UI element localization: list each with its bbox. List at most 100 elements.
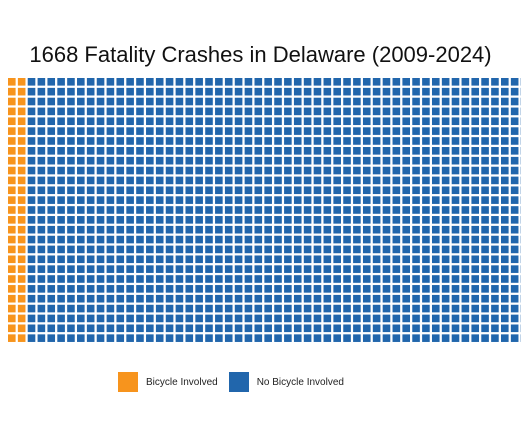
- no-bicycle-involved-square: [136, 334, 144, 342]
- no-bicycle-involved-square: [510, 285, 519, 293]
- no-bicycle-involved-square: [126, 166, 134, 175]
- no-bicycle-involved-square: [402, 294, 410, 303]
- no-bicycle-involved-square: [254, 225, 263, 234]
- no-bicycle-involved-square: [185, 304, 194, 313]
- no-bicycle-involved-square: [175, 147, 184, 155]
- no-bicycle-involved-square: [77, 107, 85, 116]
- no-bicycle-involved-square: [343, 324, 351, 333]
- no-bicycle-involved-square: [461, 245, 470, 254]
- no-bicycle-involved-square: [136, 78, 144, 86]
- no-bicycle-involved-square: [501, 265, 509, 273]
- legend-swatch-bicycle: [118, 372, 138, 392]
- no-bicycle-involved-square: [382, 285, 391, 293]
- no-bicycle-involved-square: [491, 107, 499, 116]
- no-bicycle-involved-square: [333, 304, 341, 313]
- no-bicycle-involved-square: [333, 235, 341, 244]
- no-bicycle-involved-square: [284, 196, 292, 204]
- no-bicycle-involved-square: [57, 255, 65, 264]
- no-bicycle-involved-square: [343, 294, 351, 303]
- no-bicycle-involved-square: [353, 265, 361, 273]
- no-bicycle-involved-square: [106, 176, 115, 185]
- no-bicycle-involved-square: [284, 324, 292, 333]
- no-bicycle-involved-square: [510, 97, 519, 106]
- no-bicycle-involved-square: [27, 275, 36, 283]
- no-bicycle-involved-square: [254, 166, 263, 175]
- no-bicycle-involved-square: [382, 245, 391, 254]
- no-bicycle-involved-square: [155, 147, 164, 155]
- no-bicycle-involved-square: [451, 176, 460, 185]
- no-bicycle-involved-square: [234, 127, 243, 135]
- no-bicycle-involved-square: [313, 285, 322, 293]
- no-bicycle-involved-square: [264, 97, 272, 106]
- no-bicycle-involved-square: [412, 225, 420, 234]
- no-bicycle-involved-square: [343, 225, 351, 234]
- no-bicycle-involved-square: [205, 166, 213, 175]
- no-bicycle-involved-square: [146, 324, 154, 333]
- no-bicycle-involved-square: [510, 225, 519, 234]
- no-bicycle-involved-square: [431, 78, 440, 86]
- no-bicycle-involved-square: [303, 97, 312, 106]
- no-bicycle-involved-square: [412, 265, 420, 273]
- no-bicycle-involved-square: [155, 285, 164, 293]
- no-bicycle-involved-square: [27, 117, 36, 126]
- no-bicycle-involved-square: [274, 186, 282, 195]
- no-bicycle-involved-square: [86, 216, 95, 224]
- no-bicycle-involved-square: [412, 216, 420, 224]
- no-bicycle-involved-square: [205, 324, 213, 333]
- no-bicycle-involved-square: [481, 304, 489, 313]
- no-bicycle-involved-square: [481, 107, 489, 116]
- no-bicycle-involved-square: [392, 117, 401, 126]
- no-bicycle-involved-square: [422, 166, 430, 175]
- no-bicycle-involved-square: [136, 235, 144, 244]
- bicycle-involved-square: [8, 137, 16, 145]
- no-bicycle-involved-square: [313, 78, 322, 86]
- no-bicycle-involved-square: [215, 147, 223, 155]
- no-bicycle-involved-square: [47, 304, 56, 313]
- no-bicycle-involved-square: [392, 107, 401, 116]
- no-bicycle-involved-square: [155, 97, 164, 106]
- no-bicycle-involved-square: [116, 265, 125, 273]
- no-bicycle-involved-square: [323, 87, 332, 96]
- no-bicycle-involved-square: [146, 186, 154, 195]
- no-bicycle-involved-square: [293, 78, 302, 86]
- no-bicycle-involved-square: [274, 255, 282, 264]
- no-bicycle-involved-square: [293, 107, 302, 116]
- bicycle-involved-square: [17, 245, 26, 254]
- no-bicycle-involved-square: [205, 285, 213, 293]
- no-bicycle-involved-square: [175, 265, 184, 273]
- no-bicycle-involved-square: [106, 304, 115, 313]
- no-bicycle-involved-square: [57, 245, 65, 254]
- no-bicycle-involved-square: [27, 225, 36, 234]
- no-bicycle-involved-square: [136, 196, 144, 204]
- no-bicycle-involved-square: [234, 314, 243, 323]
- no-bicycle-involved-square: [481, 334, 489, 342]
- no-bicycle-involved-square: [362, 324, 371, 333]
- no-bicycle-involved-square: [491, 196, 499, 204]
- no-bicycle-involved-square: [195, 245, 203, 254]
- no-bicycle-involved-square: [47, 294, 56, 303]
- no-bicycle-involved-square: [422, 294, 430, 303]
- no-bicycle-involved-square: [274, 87, 282, 96]
- no-bicycle-involved-square: [205, 127, 213, 135]
- no-bicycle-involved-square: [37, 265, 46, 273]
- no-bicycle-involved-square: [323, 255, 332, 264]
- no-bicycle-involved-square: [37, 304, 46, 313]
- bicycle-involved-square: [8, 166, 16, 175]
- no-bicycle-involved-square: [77, 206, 85, 214]
- no-bicycle-involved-square: [382, 334, 391, 342]
- bicycle-involved-square: [8, 235, 16, 244]
- bicycle-involved-square: [8, 87, 16, 96]
- no-bicycle-involved-square: [343, 206, 351, 214]
- no-bicycle-involved-square: [343, 127, 351, 135]
- no-bicycle-involved-square: [422, 186, 430, 195]
- no-bicycle-involved-square: [175, 137, 184, 145]
- no-bicycle-involved-square: [343, 176, 351, 185]
- no-bicycle-involved-square: [126, 216, 134, 224]
- no-bicycle-involved-square: [136, 314, 144, 323]
- no-bicycle-involved-square: [422, 117, 430, 126]
- legend-swatch-no-bicycle: [228, 372, 249, 392]
- no-bicycle-involved-square: [254, 235, 263, 244]
- no-bicycle-involved-square: [96, 176, 105, 185]
- no-bicycle-involved-square: [47, 334, 56, 342]
- no-bicycle-involved-square: [244, 107, 253, 116]
